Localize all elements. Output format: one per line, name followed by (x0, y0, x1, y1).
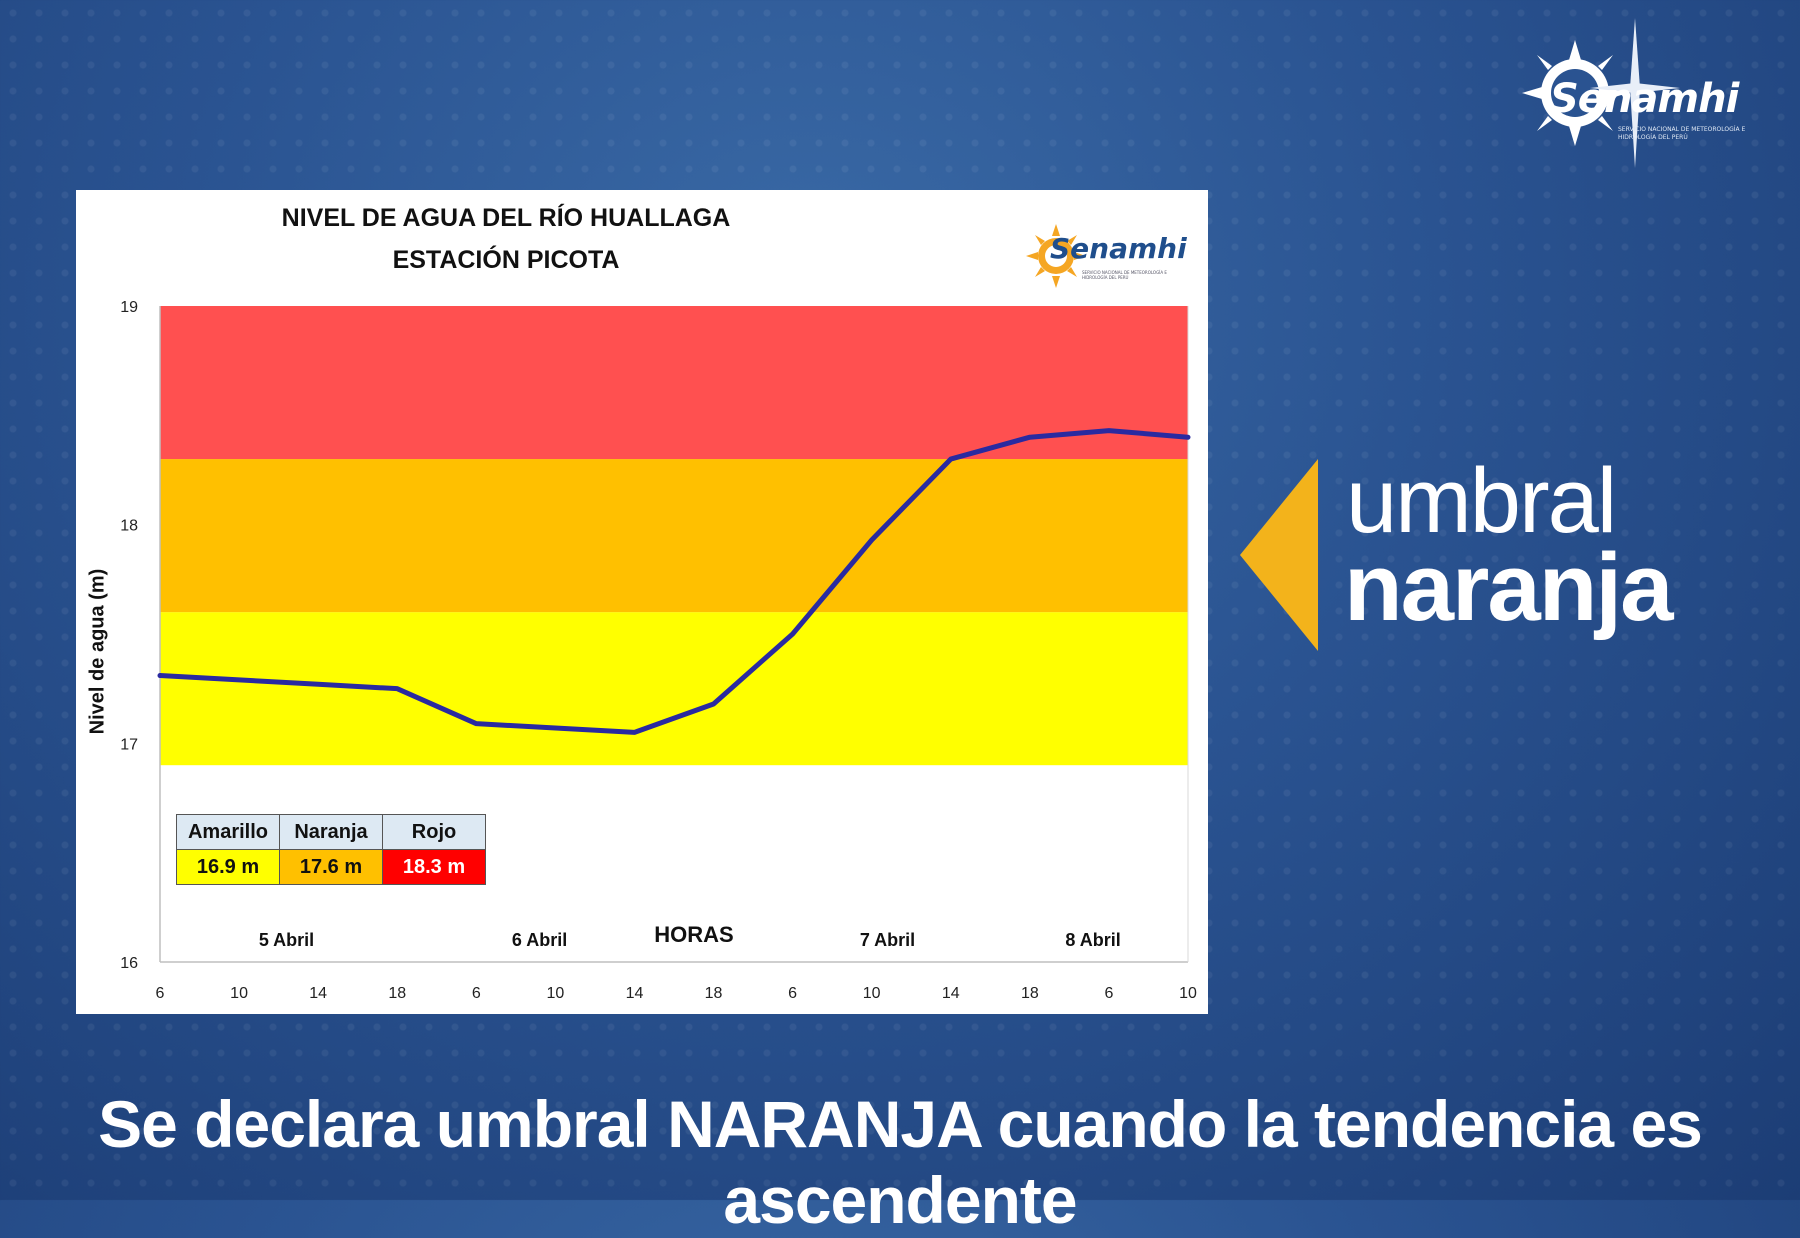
chart-logo: Senamhi SERVICIO NACIONAL DE METEOROLOGÍ… (1026, 220, 1187, 290)
day-label: 6 Abril (512, 930, 567, 950)
x-tick-label: 18 (1021, 985, 1039, 1002)
x-tick-label: 6 (156, 985, 165, 1002)
x-tick-label: 10 (1179, 985, 1197, 1002)
water-level-plot: 16 17 18 19 6 10 14 18 6 10 14 18 6 10 14 18 6 10 5 Abril 6… (120, 299, 1197, 1002)
x-tick-label: 18 (388, 985, 406, 1002)
water-level-series-line (157, 428, 1191, 735)
threshold-band-rojo (160, 306, 1188, 460)
x-tick-label: 14 (309, 985, 327, 1002)
y-axis-label: Nivel de agua (m) (86, 568, 109, 735)
legend-value-rojo: 18.3 m (382, 849, 486, 885)
legend-value-amarillo: 16.9 m (176, 849, 280, 885)
logo-subtitle: SERVICIO NACIONAL DE METEOROLOGÍA E HIDR… (1618, 126, 1746, 141)
y-tick-label: 18 (120, 518, 138, 535)
sun-icon (1522, 40, 1628, 146)
x-tick-label: 14 (942, 985, 960, 1002)
x-tick-label: 6 (1104, 985, 1113, 1002)
umbral-badge: umbral naranja (1238, 450, 1758, 655)
caption: Se declara umbral NARANJA cuando la tend… (98, 1087, 1703, 1237)
legend-header-amarillo: Amarillo (176, 814, 280, 850)
day-label: 7 Abril (860, 930, 915, 950)
sun-icon (1026, 224, 1086, 288)
chart-subtitle: ESTACIÓN PICOTA (392, 246, 620, 274)
arrow-left-icon (1240, 459, 1318, 651)
threshold-band-naranja (160, 459, 1188, 613)
x-tick-label: 10 (863, 985, 881, 1002)
x-tick-label: 6 (788, 985, 797, 1002)
y-tick-label: 19 (120, 299, 138, 316)
legend-value-naranja: 17.6 m (279, 849, 383, 885)
x-tick-label: 6 (472, 985, 481, 1002)
chart-logo-subtitle: SERVICIO NACIONAL DE METEOROLOGÍA E HIDR… (1082, 270, 1167, 280)
badge-line2: naranja (1344, 534, 1673, 641)
day-label: 5 Abril (259, 930, 314, 950)
star-icon (1590, 18, 1680, 168)
day-label: 8 Abril (1065, 930, 1120, 950)
threshold-band-amarillo (160, 612, 1188, 766)
y-tick-label: 16 (120, 955, 138, 972)
chart-logo-text: Senamhi (1050, 232, 1187, 265)
x-tick-label: 10 (230, 985, 248, 1002)
chart-title: NIVEL DE AGUA DEL RÍO HUALLAGA (281, 204, 731, 232)
badge-line1: umbral (1346, 450, 1617, 552)
threshold-legend: Amarillo Naranja Rojo 16.9 m 17.6 m 18.3… (176, 814, 486, 885)
legend-header-rojo: Rojo (382, 814, 486, 850)
y-tick-label: 17 (120, 736, 138, 753)
x-axis-label: HORAS (654, 922, 733, 947)
x-tick-label: 14 (626, 985, 644, 1002)
chart-card: NIVEL DE AGUA DEL RÍO HUALLAGA ESTACIÓN … (76, 190, 1208, 1014)
x-tick-label: 10 (546, 985, 564, 1002)
logo-text: Senamhi (1550, 76, 1739, 122)
x-tick-label: 18 (705, 985, 723, 1002)
senamhi-logo: Senamhi SERVICIO NACIONAL DE METEOROLOGÍ… (1520, 18, 1745, 168)
legend-header-naranja: Naranja (279, 814, 383, 850)
